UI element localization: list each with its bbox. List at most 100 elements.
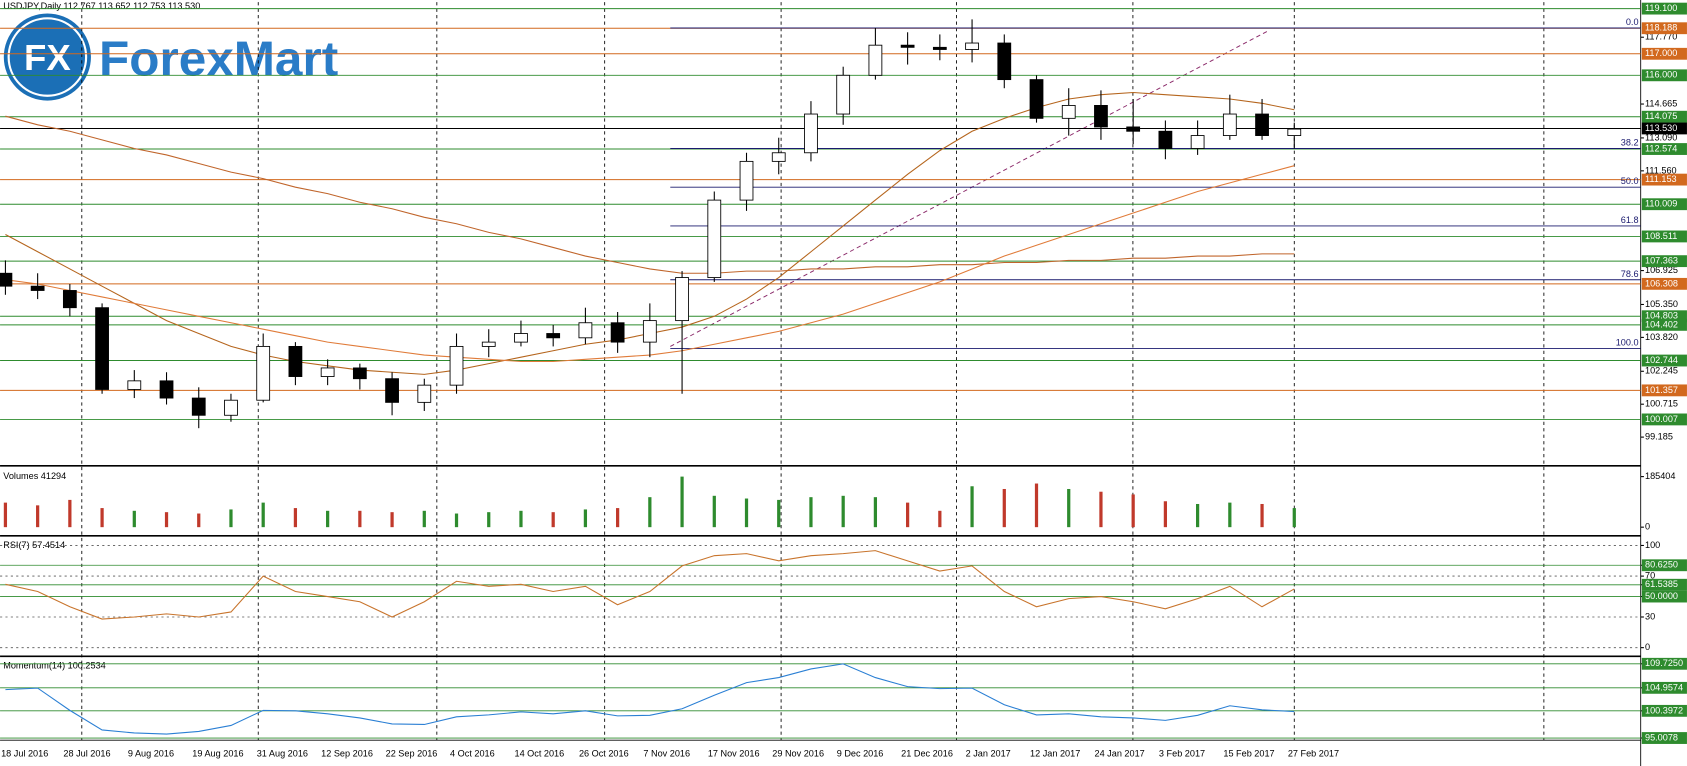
x-tick-label: 2 Jan 2017 bbox=[966, 749, 1011, 759]
pane-title: Momentum(14) 100.2534 bbox=[3, 660, 105, 670]
level-label-box bbox=[1641, 143, 1687, 155]
candle-body bbox=[1287, 128, 1302, 136]
level-label-box bbox=[1641, 413, 1687, 426]
y-tick-label-box bbox=[1641, 704, 1687, 717]
y-tick-label: 111.560 bbox=[1645, 165, 1677, 175]
x-tick-label: 3 Feb 2017 bbox=[1159, 749, 1205, 759]
level-label-box bbox=[1641, 173, 1687, 186]
candle-body bbox=[514, 333, 528, 343]
candle-body bbox=[449, 345, 464, 386]
candle-body bbox=[288, 345, 303, 377]
volume-bar bbox=[1292, 508, 1296, 528]
y-tick-label: 50.0000 bbox=[1645, 591, 1678, 601]
x-tick-label: 7 Nov 2016 bbox=[643, 749, 690, 759]
y-tick-label-box bbox=[1641, 578, 1687, 591]
level-label: 106.308 bbox=[1645, 278, 1678, 288]
level-label: 104.803 bbox=[1645, 311, 1678, 321]
x-tick-label: 22 Sep 2016 bbox=[386, 749, 438, 759]
level-label-box bbox=[1641, 198, 1687, 211]
layout bbox=[0, 0, 1642, 766]
candle-body bbox=[836, 74, 851, 115]
x-tick-label: 9 Dec 2016 bbox=[837, 749, 884, 759]
candle-body bbox=[997, 42, 1012, 81]
candle-body bbox=[1222, 113, 1237, 136]
y-tick-label: 100 bbox=[1645, 540, 1660, 550]
candle-body bbox=[707, 199, 722, 278]
volume-bar bbox=[36, 505, 40, 528]
candle-body bbox=[95, 307, 109, 390]
candle-body bbox=[804, 113, 818, 154]
level-label: 118.188 bbox=[1645, 23, 1677, 33]
logo-name: ForexMart bbox=[99, 31, 338, 86]
candle-body bbox=[30, 285, 45, 291]
volume-bar bbox=[1099, 491, 1103, 528]
fib-label: 50.0 bbox=[1621, 176, 1639, 186]
pane-title: RSI(7) 57.4514 bbox=[3, 540, 65, 550]
candle-body bbox=[642, 320, 657, 343]
level-label: 102.744 bbox=[1645, 355, 1678, 365]
volume-bar bbox=[3, 502, 8, 528]
y-tick-label-box bbox=[1641, 732, 1687, 744]
volume-bar bbox=[1228, 502, 1232, 528]
candle-body bbox=[1190, 135, 1205, 149]
x-tick-label: 4 Oct 2016 bbox=[450, 749, 495, 759]
y-tick-label: 102.245 bbox=[1645, 366, 1678, 376]
candle-body bbox=[385, 378, 399, 403]
volume-bar bbox=[777, 499, 781, 528]
y-tick-label: 0 bbox=[1645, 642, 1650, 652]
x-tick-label: 31 Aug 2016 bbox=[257, 749, 308, 759]
logo-badge bbox=[0, 10, 95, 104]
candle-body bbox=[352, 367, 367, 380]
candle-body bbox=[159, 380, 174, 399]
y-tick-label-box bbox=[1641, 559, 1687, 572]
level-label-box bbox=[1641, 122, 1687, 135]
candle-body bbox=[417, 384, 432, 403]
x-tick-label: 17 Nov 2016 bbox=[708, 749, 760, 759]
level-label-box bbox=[1641, 230, 1687, 243]
fib-label: 100.0 bbox=[1616, 338, 1639, 348]
volume-bar bbox=[1260, 503, 1264, 528]
volume-bar bbox=[164, 512, 169, 528]
logo-badge-text: FX bbox=[24, 37, 71, 78]
y-tick-label: 30 bbox=[1645, 611, 1655, 621]
volume-bar bbox=[454, 513, 459, 528]
volume-bar bbox=[744, 498, 749, 528]
pane-title: Volumes 41294 bbox=[3, 471, 66, 481]
y-tick-label: 100.3972 bbox=[1645, 705, 1683, 715]
level-label-box bbox=[1641, 277, 1687, 290]
x-tick-label: 15 Feb 2017 bbox=[1223, 749, 1274, 759]
candle-body bbox=[320, 367, 335, 377]
logo: FX ForexMart bbox=[0, 10, 338, 104]
level-label-box bbox=[1641, 318, 1687, 331]
y-tick-label: 61.5385 bbox=[1645, 579, 1678, 589]
x-tick-label: 21 Dec 2016 bbox=[901, 749, 953, 759]
volume-bar bbox=[519, 510, 523, 528]
logo-ring bbox=[7, 17, 88, 97]
candle-body bbox=[610, 322, 625, 343]
volume-bar bbox=[938, 510, 942, 528]
fib-label: 61.8 bbox=[1621, 215, 1639, 225]
volume-bar bbox=[841, 495, 845, 528]
candle-body bbox=[1126, 126, 1141, 132]
level-label-box bbox=[1641, 22, 1687, 35]
x-tick-label: 12 Sep 2016 bbox=[321, 749, 373, 759]
y-tick-label: 185404 bbox=[1645, 471, 1675, 481]
candle-body bbox=[62, 290, 77, 309]
candle-body bbox=[1061, 105, 1076, 119]
candle-body bbox=[965, 42, 979, 50]
volume-bar bbox=[422, 510, 426, 528]
level-label: 113.530 bbox=[1645, 123, 1677, 133]
volume-bar bbox=[390, 512, 394, 528]
x-tick-label: 27 Feb 2017 bbox=[1288, 749, 1339, 759]
y-tick-label: 99.185 bbox=[1645, 432, 1673, 442]
level-label: 107.363 bbox=[1645, 256, 1678, 266]
candle-body bbox=[739, 160, 754, 201]
x-tick-label: 28 Jul 2016 bbox=[63, 749, 110, 759]
volume-bar bbox=[712, 495, 716, 528]
level-label: 110.009 bbox=[1645, 199, 1677, 209]
volume-bar bbox=[358, 510, 362, 528]
candle-body bbox=[1029, 79, 1044, 119]
level-label-box bbox=[1641, 110, 1687, 123]
level-label: 116.000 bbox=[1645, 70, 1677, 80]
volume-bar bbox=[970, 486, 974, 528]
